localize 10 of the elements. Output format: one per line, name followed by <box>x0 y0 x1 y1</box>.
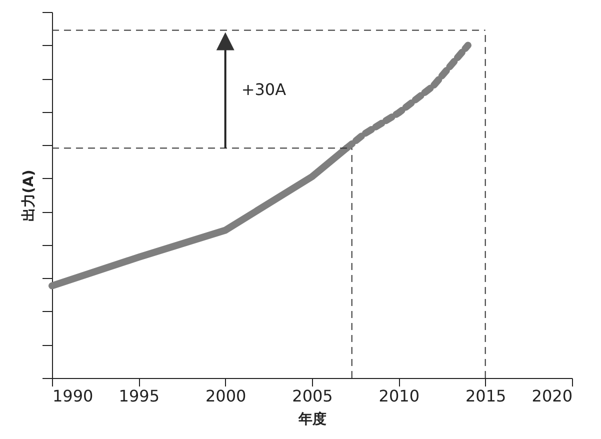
x-tick-label: 2005 <box>292 386 333 406</box>
x-axis-title: 年度 <box>298 410 326 428</box>
annotation: +30A <box>241 80 286 100</box>
x-tick-label: 2015 <box>465 386 506 406</box>
x-tick-label: 1990 <box>52 386 94 406</box>
x-tick-label: 2000 <box>205 386 246 406</box>
x-tick-label: 2020 <box>532 386 572 406</box>
x-tick-label: 2010 <box>378 386 420 406</box>
y-axis-title: 出力(A) <box>21 170 37 222</box>
x-tick-label: 1995 <box>118 386 160 406</box>
